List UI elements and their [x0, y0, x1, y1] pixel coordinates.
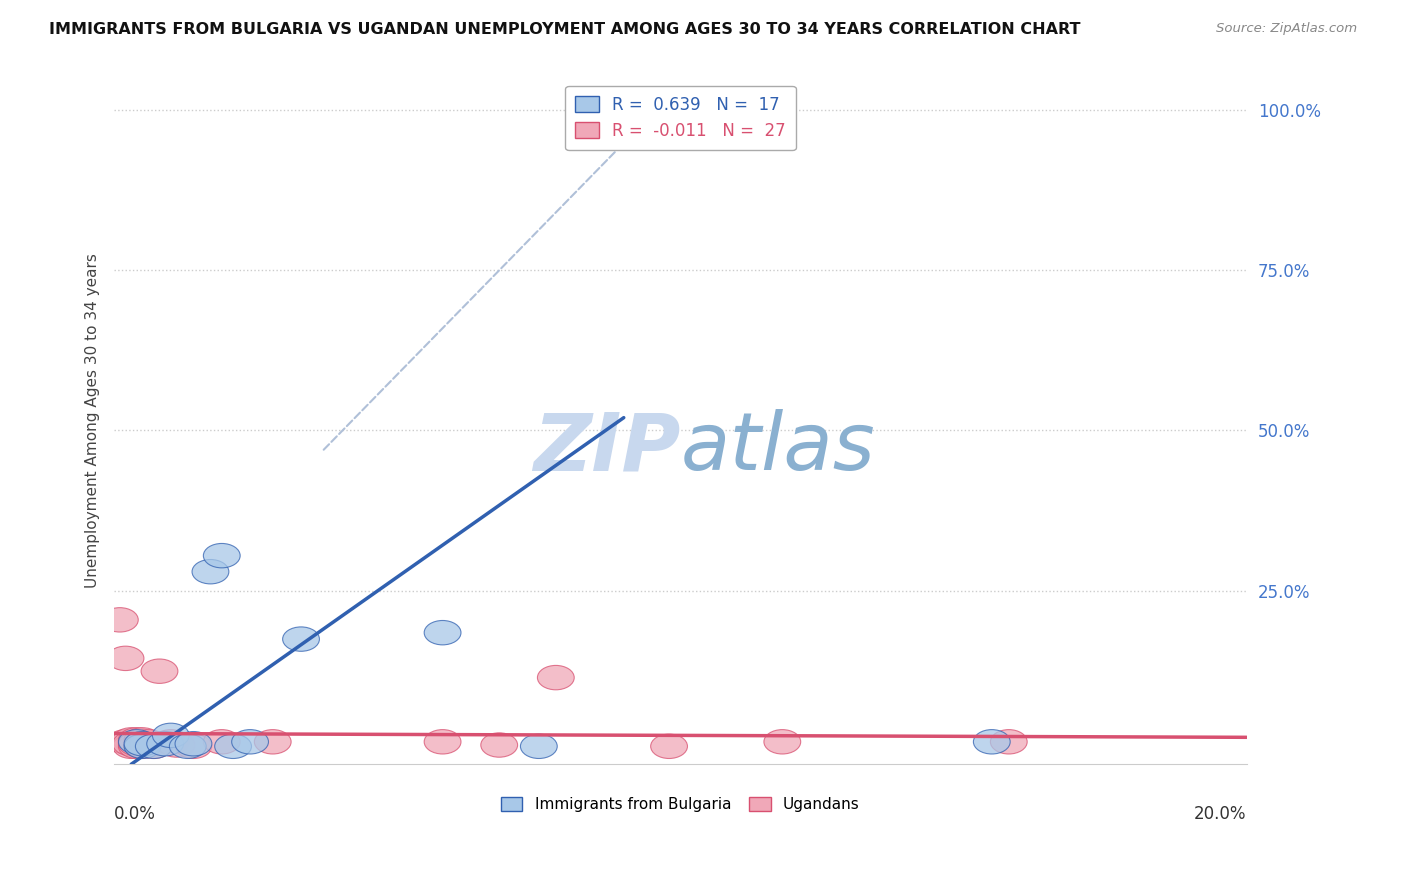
Ellipse shape	[169, 734, 207, 758]
Ellipse shape	[520, 734, 557, 758]
Ellipse shape	[651, 123, 688, 147]
Ellipse shape	[124, 734, 160, 758]
Ellipse shape	[176, 734, 212, 758]
Ellipse shape	[112, 734, 149, 758]
Ellipse shape	[973, 730, 1010, 754]
Ellipse shape	[101, 607, 138, 632]
Ellipse shape	[129, 730, 166, 754]
Text: atlas: atlas	[681, 409, 875, 487]
Ellipse shape	[118, 731, 155, 756]
Ellipse shape	[124, 731, 160, 756]
Ellipse shape	[118, 734, 155, 758]
Ellipse shape	[129, 733, 166, 757]
Legend: Immigrants from Bulgaria, Ugandans: Immigrants from Bulgaria, Ugandans	[495, 790, 866, 819]
Ellipse shape	[124, 734, 160, 758]
Ellipse shape	[204, 730, 240, 754]
Ellipse shape	[283, 627, 319, 651]
Text: 0.0%: 0.0%	[114, 805, 156, 823]
Ellipse shape	[112, 728, 149, 752]
Ellipse shape	[204, 543, 240, 568]
Ellipse shape	[124, 728, 160, 752]
Ellipse shape	[152, 723, 190, 747]
Ellipse shape	[141, 659, 179, 683]
Ellipse shape	[157, 733, 195, 757]
Text: Source: ZipAtlas.com: Source: ZipAtlas.com	[1216, 22, 1357, 36]
Ellipse shape	[118, 730, 155, 754]
Ellipse shape	[215, 734, 252, 758]
Ellipse shape	[146, 731, 184, 756]
Ellipse shape	[254, 730, 291, 754]
Ellipse shape	[124, 731, 160, 756]
Text: 20.0%: 20.0%	[1194, 805, 1247, 823]
Ellipse shape	[107, 646, 143, 671]
Ellipse shape	[425, 621, 461, 645]
Ellipse shape	[990, 730, 1028, 754]
Ellipse shape	[193, 559, 229, 584]
Ellipse shape	[481, 733, 517, 757]
Ellipse shape	[232, 730, 269, 754]
Ellipse shape	[118, 728, 155, 752]
Y-axis label: Unemployment Among Ages 30 to 34 years: Unemployment Among Ages 30 to 34 years	[86, 253, 100, 589]
Ellipse shape	[135, 734, 172, 758]
Ellipse shape	[152, 730, 190, 754]
Ellipse shape	[176, 731, 212, 756]
Ellipse shape	[135, 734, 172, 758]
Ellipse shape	[112, 731, 149, 756]
Ellipse shape	[537, 665, 574, 690]
Ellipse shape	[651, 734, 688, 758]
Text: IMMIGRANTS FROM BULGARIA VS UGANDAN UNEMPLOYMENT AMONG AGES 30 TO 34 YEARS CORRE: IMMIGRANTS FROM BULGARIA VS UGANDAN UNEM…	[49, 22, 1081, 37]
Ellipse shape	[763, 730, 800, 754]
Text: ZIP: ZIP	[533, 409, 681, 487]
Ellipse shape	[425, 730, 461, 754]
Ellipse shape	[107, 730, 143, 754]
